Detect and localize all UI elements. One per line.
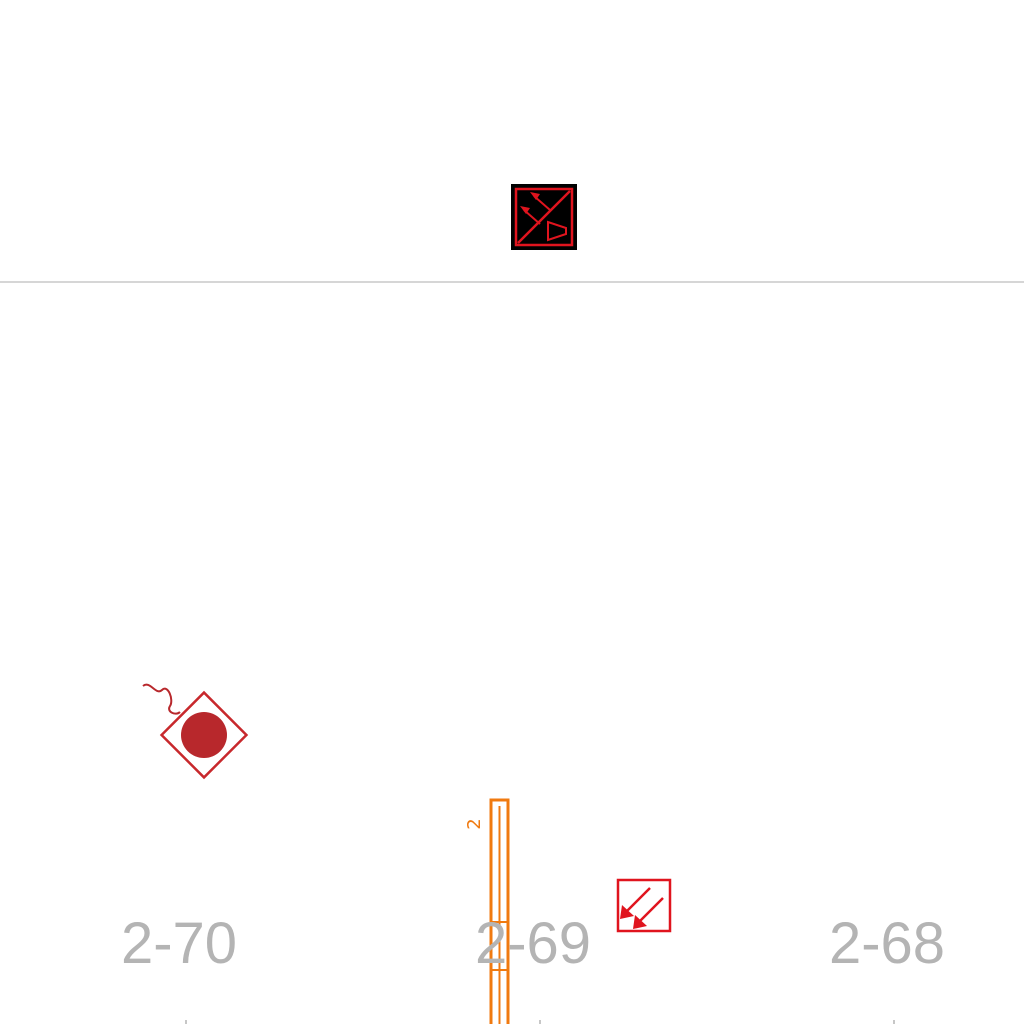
grid-label-2-70: 2-70 bbox=[121, 911, 237, 976]
air-outlet-arrows-icon[interactable] bbox=[616, 878, 672, 933]
grid-label-2-68: 2-68 bbox=[829, 911, 945, 976]
detector-with-cable-icon[interactable] bbox=[142, 683, 249, 780]
strip-tag-label: 2 bbox=[464, 818, 485, 829]
grid-label-2-69: 2-69 bbox=[475, 911, 591, 976]
orange-vertical-strip[interactable] bbox=[489, 798, 510, 1024]
smoke-detector-panel-icon[interactable] bbox=[511, 184, 577, 250]
